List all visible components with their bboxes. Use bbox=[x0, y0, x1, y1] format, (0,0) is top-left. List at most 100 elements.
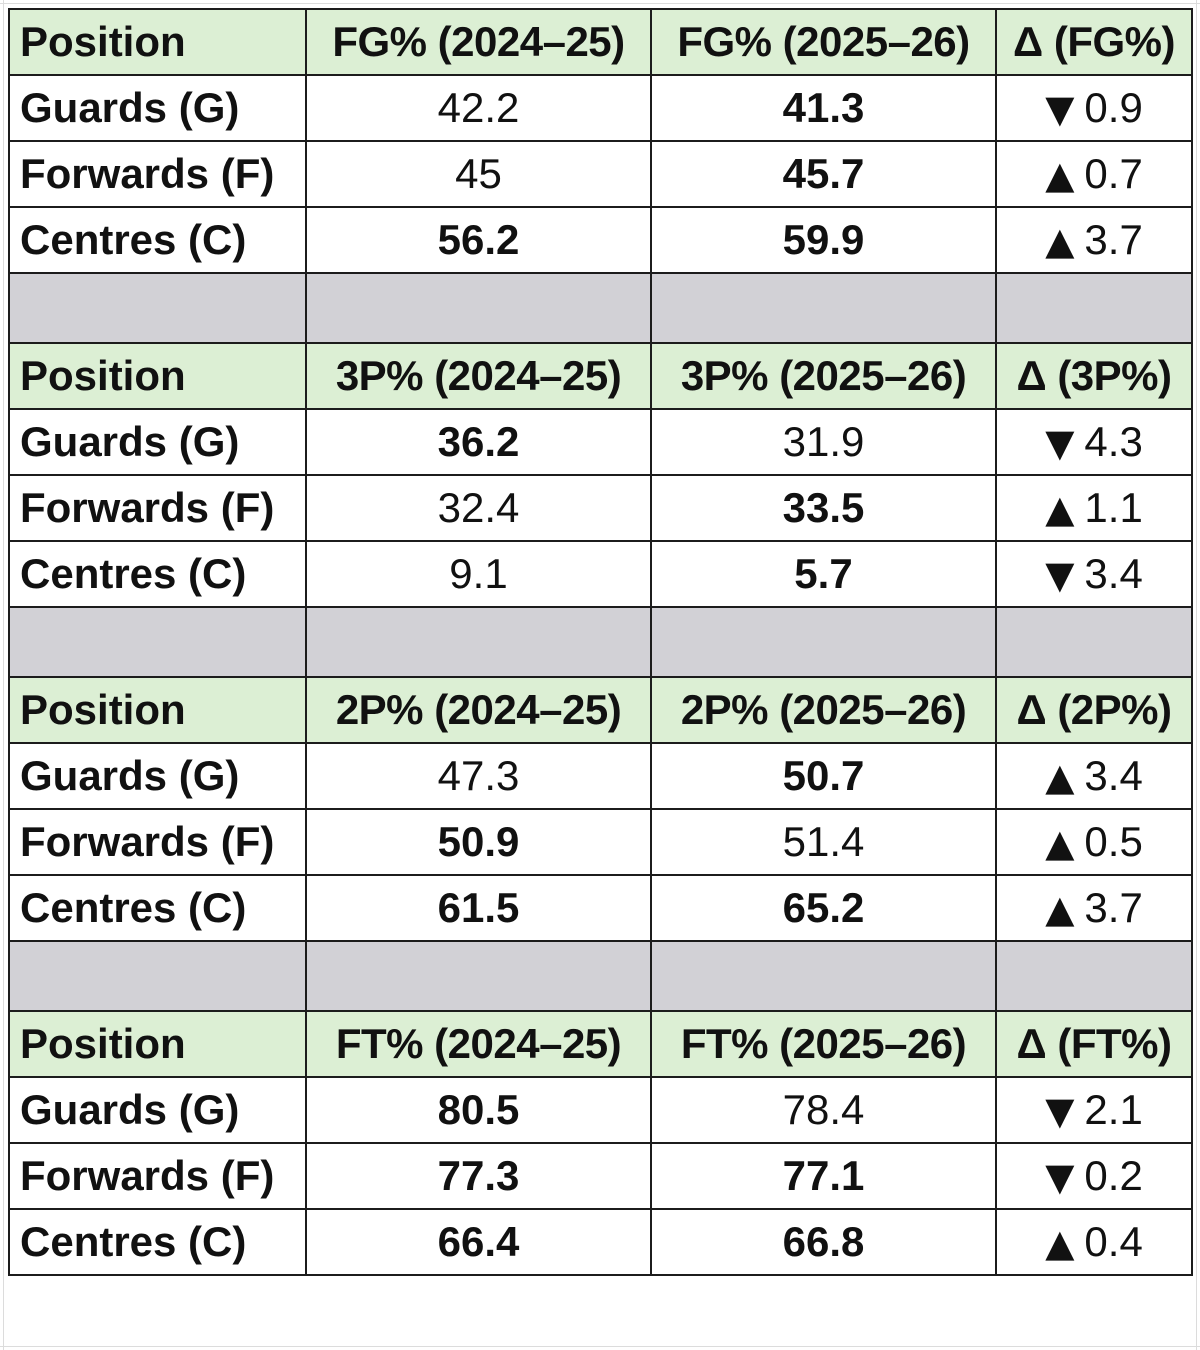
delta-cell[interactable]: ▼ 0.2 bbox=[995, 1142, 1193, 1210]
delta-value: 2.1 bbox=[1084, 1086, 1143, 1133]
triangle-up-icon: ▲ bbox=[1045, 1221, 1075, 1265]
value-cell-2024-25[interactable]: 42.2 bbox=[305, 74, 652, 142]
spacer-cell[interactable] bbox=[995, 940, 1193, 1012]
delta-value: 1.1 bbox=[1084, 484, 1143, 531]
spacer-cell[interactable] bbox=[305, 272, 652, 344]
value-cell-2025-26[interactable]: 50.7 bbox=[650, 742, 997, 810]
position-cell[interactable]: Guards (G) bbox=[8, 742, 307, 810]
header-cell-season[interactable]: FT% (2024–25) bbox=[305, 1010, 652, 1078]
delta-cell[interactable]: ▼ 0.9 bbox=[995, 74, 1193, 142]
header-cell-delta[interactable]: Δ (3P%) bbox=[995, 342, 1193, 410]
value-cell-2024-25[interactable]: 77.3 bbox=[305, 1142, 652, 1210]
delta-cell[interactable]: ▲ 3.7 bbox=[995, 874, 1193, 942]
spacer-cell[interactable] bbox=[305, 606, 652, 678]
value-cell-2024-25[interactable]: 45 bbox=[305, 140, 652, 208]
value-cell-2025-26[interactable]: 78.4 bbox=[650, 1076, 997, 1144]
spacer-cell[interactable] bbox=[650, 940, 997, 1012]
delta-cell[interactable]: ▲ 0.7 bbox=[995, 140, 1193, 208]
table-row: Guards (G) 47.3 50.7 ▲ 3.4 bbox=[8, 742, 1193, 810]
value-cell-2024-25[interactable]: 50.9 bbox=[305, 808, 652, 876]
value-cell-2024-25[interactable]: 61.5 bbox=[305, 874, 652, 942]
value-cell-2024-25[interactable]: 36.2 bbox=[305, 408, 652, 476]
value-cell-2025-26[interactable]: 77.1 bbox=[650, 1142, 997, 1210]
table-row: Guards (G) 42.2 41.3 ▼ 0.9 bbox=[8, 74, 1193, 142]
position-cell[interactable]: Forwards (F) bbox=[8, 808, 307, 876]
delta-cell[interactable]: ▼ 3.4 bbox=[995, 540, 1193, 608]
header-cell-season[interactable]: FT% (2025–26) bbox=[650, 1010, 997, 1078]
triangle-up-icon: ▲ bbox=[1045, 487, 1075, 531]
value-cell-2025-26[interactable]: 59.9 bbox=[650, 206, 997, 274]
delta-cell[interactable]: ▲ 3.4 bbox=[995, 742, 1193, 810]
value-cell-2025-26[interactable]: 65.2 bbox=[650, 874, 997, 942]
table-row: Guards (G) 80.5 78.4 ▼ 2.1 bbox=[8, 1076, 1193, 1144]
value-cell-2024-25[interactable]: 66.4 bbox=[305, 1208, 652, 1276]
table-row: Centres (C) 66.4 66.8 ▲ 0.4 bbox=[8, 1208, 1193, 1276]
header-cell-position[interactable]: Position bbox=[8, 342, 307, 410]
header-cell-position[interactable]: Position bbox=[8, 676, 307, 744]
spacer-cell[interactable] bbox=[8, 940, 307, 1012]
table-row: Forwards (F) 50.9 51.4 ▲ 0.5 bbox=[8, 808, 1193, 876]
position-cell[interactable]: Centres (C) bbox=[8, 206, 307, 274]
position-cell[interactable]: Centres (C) bbox=[8, 1208, 307, 1276]
value-cell-2024-25[interactable]: 56.2 bbox=[305, 206, 652, 274]
spacer-cell[interactable] bbox=[995, 272, 1193, 344]
value-cell-2025-26[interactable]: 31.9 bbox=[650, 408, 997, 476]
value-cell-2025-26[interactable]: 5.7 bbox=[650, 540, 997, 608]
position-cell[interactable]: Forwards (F) bbox=[8, 140, 307, 208]
header-cell-season[interactable]: FG% (2024–25) bbox=[305, 8, 652, 76]
value-cell-2025-26[interactable]: 66.8 bbox=[650, 1208, 997, 1276]
delta-value: 0.5 bbox=[1084, 818, 1143, 865]
header-cell-delta[interactable]: Δ (FT%) bbox=[995, 1010, 1193, 1078]
spacer-cell[interactable] bbox=[650, 606, 997, 678]
delta-cell[interactable]: ▲ 0.5 bbox=[995, 808, 1193, 876]
delta-value: 3.7 bbox=[1084, 216, 1143, 263]
header-cell-delta[interactable]: Δ (2P%) bbox=[995, 676, 1193, 744]
value-cell-2024-25[interactable]: 32.4 bbox=[305, 474, 652, 542]
delta-value: 3.7 bbox=[1084, 884, 1143, 931]
header-cell-season[interactable]: 2P% (2025–26) bbox=[650, 676, 997, 744]
delta-cell[interactable]: ▲ 0.4 bbox=[995, 1208, 1193, 1276]
section-header-row: Position 2P% (2024–25) 2P% (2025–26) Δ (2P%… bbox=[8, 676, 1193, 744]
spacer-cell[interactable] bbox=[8, 606, 307, 678]
spacer-cell[interactable] bbox=[650, 272, 997, 344]
header-cell-season[interactable]: FG% (2025–26) bbox=[650, 8, 997, 76]
value-cell-2024-25[interactable]: 80.5 bbox=[305, 1076, 652, 1144]
table-row: Forwards (F) 45 45.7 ▲ 0.7 bbox=[8, 140, 1193, 208]
gridline bbox=[0, 1346, 1200, 1347]
spacer-cell[interactable] bbox=[8, 272, 307, 344]
value-cell-2025-26[interactable]: 33.5 bbox=[650, 474, 997, 542]
gridline bbox=[3, 0, 4, 1350]
value-cell-2025-26[interactable]: 45.7 bbox=[650, 140, 997, 208]
header-cell-season[interactable]: 2P% (2024–25) bbox=[305, 676, 652, 744]
shooting-percentages-table: Position FG% (2024–25) FG% (2025–26) Δ (FG%… bbox=[8, 8, 1193, 1276]
delta-value: 0.7 bbox=[1084, 150, 1143, 197]
delta-cell[interactable]: ▲ 3.7 bbox=[995, 206, 1193, 274]
position-cell[interactable]: Forwards (F) bbox=[8, 1142, 307, 1210]
position-cell[interactable]: Forwards (F) bbox=[8, 474, 307, 542]
position-cell[interactable]: Guards (G) bbox=[8, 1076, 307, 1144]
position-cell[interactable]: Guards (G) bbox=[8, 74, 307, 142]
header-cell-season[interactable]: 3P% (2025–26) bbox=[650, 342, 997, 410]
position-cell[interactable]: Centres (C) bbox=[8, 540, 307, 608]
delta-cell[interactable]: ▲ 1.1 bbox=[995, 474, 1193, 542]
delta-cell[interactable]: ▼ 2.1 bbox=[995, 1076, 1193, 1144]
position-cell[interactable]: Guards (G) bbox=[8, 408, 307, 476]
header-cell-position[interactable]: Position bbox=[8, 1010, 307, 1078]
position-cell[interactable]: Centres (C) bbox=[8, 874, 307, 942]
gridline bbox=[0, 3, 1200, 4]
header-cell-season[interactable]: 3P% (2024–25) bbox=[305, 342, 652, 410]
value-cell-2025-26[interactable]: 41.3 bbox=[650, 74, 997, 142]
triangle-up-icon: ▲ bbox=[1045, 821, 1075, 865]
triangle-up-icon: ▲ bbox=[1045, 887, 1075, 931]
delta-cell[interactable]: ▼ 4.3 bbox=[995, 408, 1193, 476]
spacer-cell[interactable] bbox=[305, 940, 652, 1012]
table-row: Centres (C) 9.1 5.7 ▼ 3.4 bbox=[8, 540, 1193, 608]
table-row: Guards (G) 36.2 31.9 ▼ 4.3 bbox=[8, 408, 1193, 476]
header-cell-position[interactable]: Position bbox=[8, 8, 307, 76]
value-cell-2024-25[interactable]: 9.1 bbox=[305, 540, 652, 608]
value-cell-2024-25[interactable]: 47.3 bbox=[305, 742, 652, 810]
spacer-cell[interactable] bbox=[995, 606, 1193, 678]
header-cell-delta[interactable]: Δ (FG%) bbox=[995, 8, 1193, 76]
value-cell-2025-26[interactable]: 51.4 bbox=[650, 808, 997, 876]
